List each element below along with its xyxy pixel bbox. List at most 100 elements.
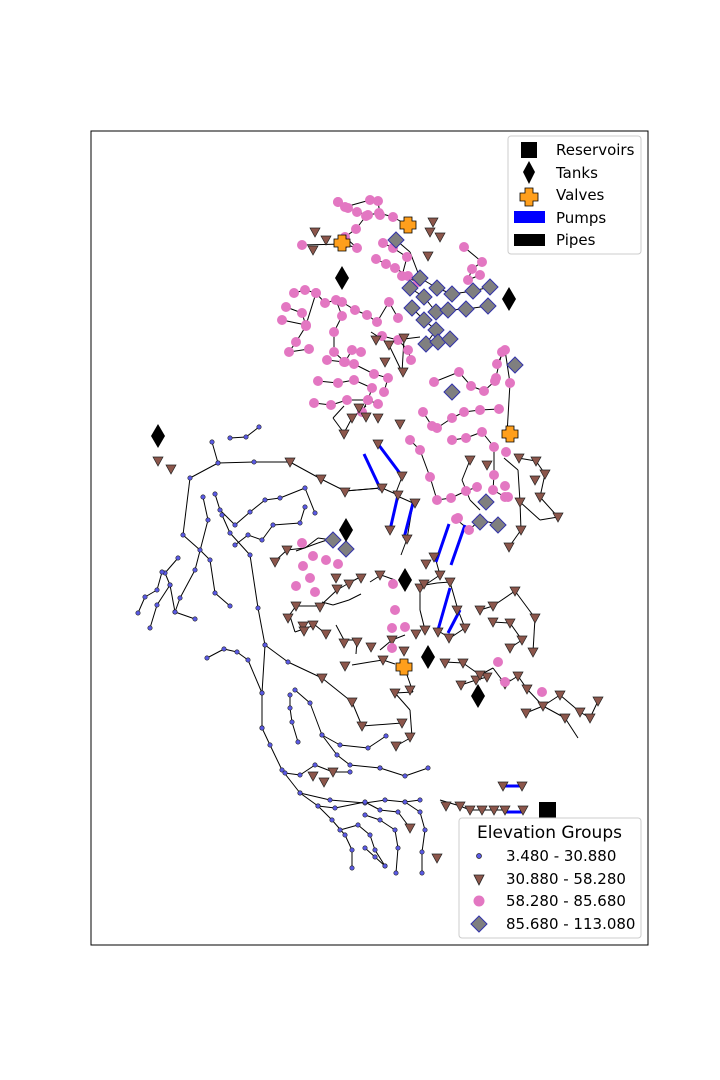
pipe: [364, 814, 381, 821]
junction-low: [362, 845, 368, 851]
junction-low: [207, 557, 213, 563]
pipe: [339, 824, 359, 831]
junction-low: [329, 817, 335, 823]
junction-low: [382, 797, 388, 803]
junction-high: [493, 657, 503, 667]
junction-low: [227, 435, 233, 441]
tank: [421, 645, 435, 669]
junction-top: [489, 516, 507, 534]
pipe: [269, 744, 283, 771]
elevation-legend: Elevation Groups 3.480 - 30.880 30.880 -…: [458, 817, 642, 939]
junction-top: [457, 300, 475, 318]
special-nodes-layer: [151, 216, 556, 819]
junction-high: [503, 492, 513, 502]
junction-high: [489, 442, 499, 452]
junction-high: [369, 369, 379, 379]
junction-top: [441, 330, 459, 348]
junction-high: [388, 579, 398, 589]
junction-high: [459, 242, 469, 252]
junction-mid: [503, 542, 515, 553]
junction-low: [245, 532, 251, 538]
junction-high: [467, 264, 477, 274]
pipe: [294, 689, 311, 704]
junction-mid: [530, 456, 542, 467]
junction-low: [362, 799, 368, 805]
pipe: [264, 644, 289, 663]
junction-high: [289, 288, 299, 298]
valve-plus-icon: [519, 187, 539, 207]
junction-mid: [537, 701, 549, 712]
elevation-legend-title: Elevation Groups: [477, 823, 622, 843]
junction-mid: [514, 497, 526, 508]
junction-high: [300, 285, 310, 295]
junction-low: [245, 657, 251, 663]
junction-high: [297, 308, 307, 318]
pipe: [284, 772, 301, 776]
junction-low: [200, 494, 206, 500]
junction-mid: [504, 643, 516, 654]
junction-low: [334, 752, 340, 758]
junction-mid: [360, 412, 372, 423]
junction-low: [262, 642, 268, 648]
junction-high: [329, 347, 339, 357]
pipe: [221, 514, 231, 534]
junction-top: [479, 297, 497, 315]
pipe: [424, 582, 438, 586]
junction-high: [367, 383, 377, 393]
pipe: [329, 799, 366, 804]
junction-high: [393, 313, 403, 323]
junction-low: [377, 817, 383, 823]
junction-mid: [584, 713, 596, 724]
junction-high: [402, 252, 412, 262]
junction-high: [371, 254, 381, 264]
junction-mid: [309, 227, 321, 238]
junction-low: [332, 805, 338, 811]
junction-mid: [451, 605, 463, 616]
junction-high: [372, 317, 382, 327]
junction-mid: [464, 805, 476, 816]
junction-high: [447, 435, 457, 445]
pipe: [219, 509, 236, 526]
junction-low: [312, 510, 318, 516]
pipe: [182, 477, 191, 536]
junction-mid: [394, 419, 406, 430]
junction-mid: [398, 333, 410, 344]
junction-mid: [389, 688, 401, 699]
pump: [376, 443, 404, 477]
junction-high: [363, 395, 373, 405]
junction-low: [187, 475, 193, 481]
pipe: [194, 519, 209, 571]
junction-low: [362, 812, 368, 818]
junction-top: [481, 278, 499, 296]
junction-high: [361, 211, 371, 221]
pipe: [336, 754, 351, 766]
junction-mid: [384, 525, 396, 536]
junction-high: [291, 337, 301, 347]
junction-low: [247, 552, 253, 558]
junction-low: [154, 602, 160, 608]
junction-mid: [559, 713, 571, 724]
junction-high: [488, 485, 498, 495]
elevation-group-2-label: 30.880 - 58.280: [506, 870, 626, 888]
junction-mid: [428, 552, 440, 563]
junction-low: [372, 847, 378, 853]
junction-mid: [443, 633, 455, 644]
junction-low: [255, 605, 261, 611]
junction-high: [500, 345, 510, 355]
junction-mid: [338, 429, 350, 440]
junction-low: [177, 595, 183, 601]
pipe: [379, 809, 399, 813]
junction-low: [347, 769, 353, 775]
junction-mid: [476, 805, 488, 816]
pipe: [214, 493, 221, 511]
elevation-group-1-label: 3.480 - 30.880: [506, 847, 616, 865]
junction-mid: [457, 658, 469, 669]
junction-high: [472, 482, 482, 492]
junction-low: [312, 762, 318, 768]
pipe: [339, 744, 369, 749]
junction-high: [291, 581, 301, 591]
junction-mid: [351, 637, 363, 648]
junction-mid: [290, 601, 302, 612]
pipe: [394, 829, 399, 849]
pipe: [449, 581, 459, 611]
